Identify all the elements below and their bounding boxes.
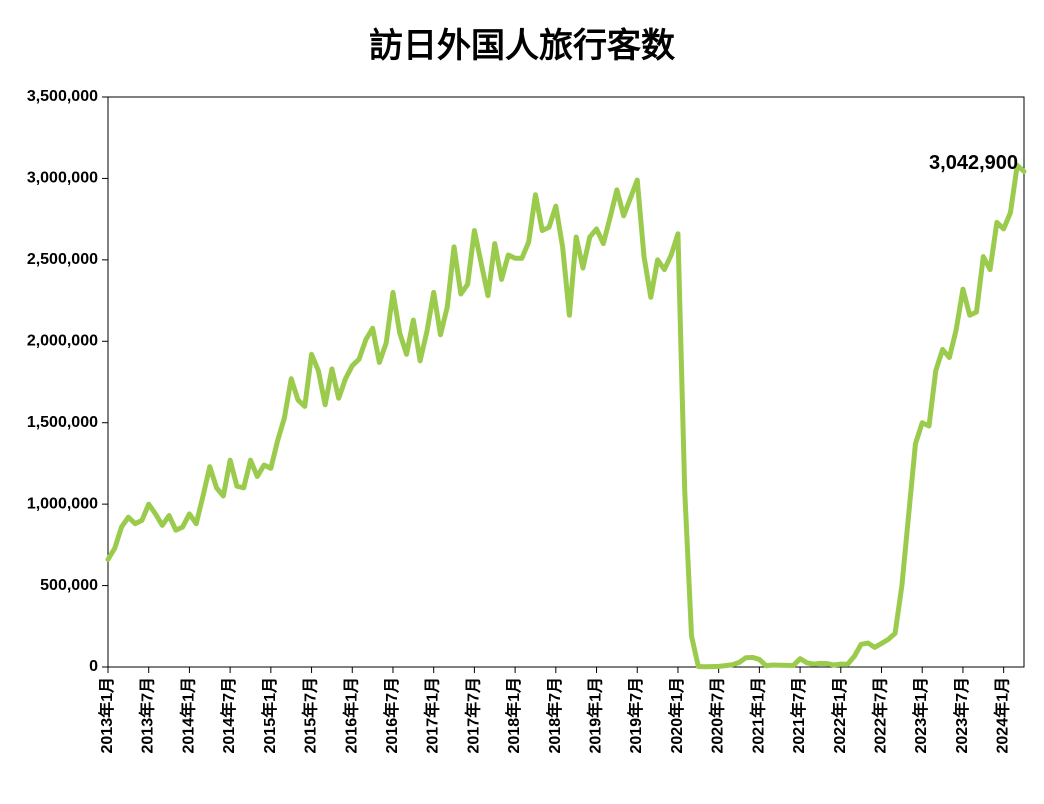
x-tick-label: 2019年1月 (586, 677, 605, 754)
x-tick-label: 2021年7月 (789, 677, 808, 754)
x-tick-label: 2014年1月 (178, 677, 197, 754)
x-tick-label: 2018年1月 (504, 677, 523, 754)
x-tick-label: 2017年1月 (423, 677, 442, 754)
y-tick-label: 1,500,000 (27, 414, 98, 431)
x-tick-label: 2015年1月 (260, 677, 279, 754)
x-tick-label: 2016年7月 (382, 677, 401, 754)
y-tick-label: 2,000,000 (27, 333, 98, 350)
x-tick-label: 2018年7月 (545, 677, 564, 754)
x-tick-label: 2022年1月 (830, 677, 849, 754)
y-tick-label: 500,000 (40, 577, 98, 594)
y-tick-label: 3,500,000 (27, 88, 98, 105)
y-tick-label: 1,000,000 (27, 495, 98, 512)
x-tick-label: 2021年1月 (748, 677, 767, 754)
x-tick-label: 2014年7月 (219, 677, 238, 754)
end-value-label: 3,042,900 (929, 152, 1018, 174)
x-tick-label: 2017年7月 (463, 677, 482, 754)
x-tick-label: 2013年1月 (97, 677, 116, 754)
x-tick-label: 2019年7月 (626, 677, 645, 754)
x-tick-label: 2023年7月 (952, 677, 971, 754)
x-tick-label: 2024年1月 (993, 677, 1012, 754)
y-tick-label: 2,500,000 (27, 251, 98, 268)
x-tick-label: 2020年1月 (667, 677, 686, 754)
chart-title: 訪日外国人旅行客数 (0, 0, 1044, 67)
x-tick-label: 2023年1月 (911, 677, 930, 754)
x-tick-label: 2020年7月 (708, 677, 727, 754)
y-tick-label: 3,000,000 (27, 170, 98, 187)
x-tick-label: 2016年1月 (341, 677, 360, 754)
line-chart: 0 500,000 1,000,000 1,500,000 2,000,000 2,500… (0, 67, 1044, 804)
y-tick-label: 0 (89, 658, 98, 675)
x-tick-label: 2013年7月 (138, 677, 157, 754)
x-tick-label: 2015年7月 (301, 677, 320, 754)
x-tick-label: 2022年7月 (871, 677, 890, 754)
